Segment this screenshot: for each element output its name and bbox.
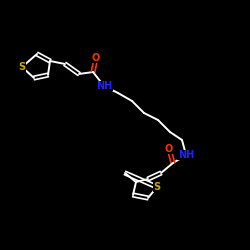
- Text: NH: NH: [96, 81, 112, 91]
- Text: NH: NH: [178, 150, 194, 160]
- Text: S: S: [154, 182, 160, 192]
- Text: S: S: [18, 62, 26, 72]
- Text: O: O: [165, 144, 173, 154]
- Text: O: O: [92, 53, 100, 63]
